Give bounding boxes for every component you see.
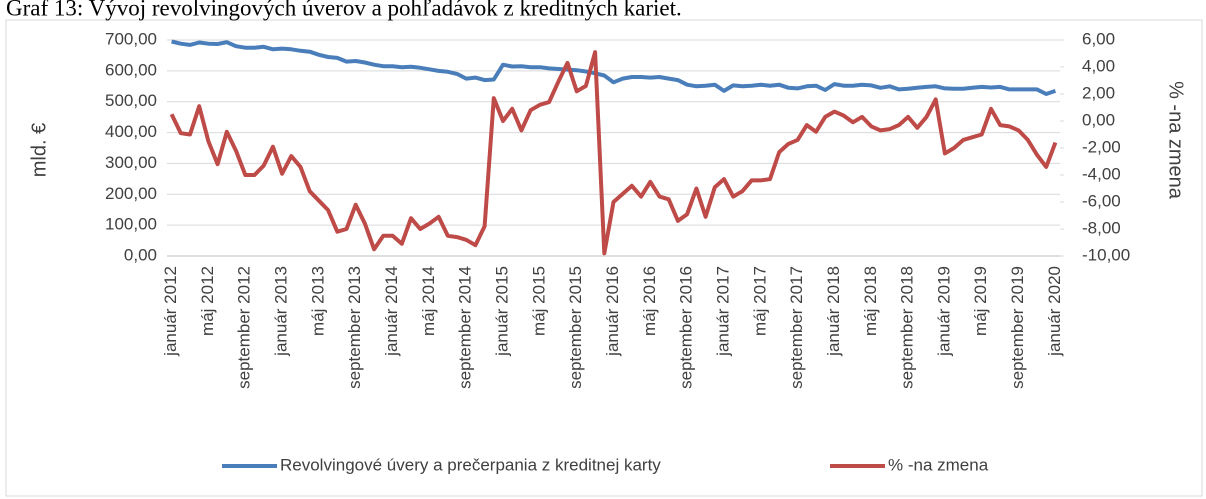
x-tick-label: máj 2012 (198, 266, 217, 336)
y-tick-label: 700,00 (105, 29, 157, 48)
x-tick-label: september 2012 (235, 266, 254, 389)
x-tick-label: január 2018 (824, 266, 843, 357)
y2-tick-label: -2,00 (1082, 137, 1121, 156)
y2-tick-label: -4,00 (1082, 164, 1121, 183)
legend-label: Revolvingové úvery a prečerpania z kredi… (280, 455, 661, 474)
x-tick-label: január 2017 (713, 266, 732, 357)
x-tick-label: január 2020 (1045, 266, 1064, 357)
x-tick-label: január 2019 (934, 266, 953, 357)
x-tick-label: január 2014 (382, 266, 401, 357)
x-tick-label: máj 2018 (861, 266, 880, 336)
y2-tick-label: -10,00 (1082, 245, 1130, 264)
x-tick-label: január 2016 (603, 266, 622, 357)
y2-tick-label: 4,00 (1082, 56, 1115, 75)
series-line (169, 50, 1058, 256)
x-tick-label: máj 2016 (640, 266, 659, 336)
x-tick-label: september 2013 (345, 266, 364, 389)
series-line (171, 39, 1057, 96)
y-tick-label: 500,00 (105, 91, 157, 110)
y-tick-label: 300,00 (105, 153, 157, 172)
y2-axis-label: % -na zmena (1165, 81, 1187, 200)
y2-tick-label: 0,00 (1082, 110, 1115, 129)
y-tick-label: 100,00 (105, 215, 157, 234)
x-tick-label: máj 2014 (419, 266, 438, 336)
y2-tick-label: 2,00 (1082, 83, 1115, 102)
x-tick-label: január 2013 (272, 266, 291, 357)
y2-tick-label: -6,00 (1082, 191, 1121, 210)
x-tick-label: september 2019 (1008, 266, 1027, 389)
x-tick-label: január 2015 (493, 266, 512, 357)
x-tick-label: september 2018 (898, 266, 917, 389)
x-tick-label: september 2016 (677, 266, 696, 389)
legend-label: % -na zmena (888, 455, 989, 474)
y-tick-label: 600,00 (105, 60, 157, 79)
chart-title: Graf 13: Vývoj revolvingových úverov a p… (6, 0, 682, 20)
x-tick-label: september 2014 (456, 266, 475, 389)
x-tick-label: máj 2015 (529, 266, 548, 336)
y2-tick-label: -8,00 (1082, 218, 1121, 237)
y2-tick-label: 6,00 (1082, 29, 1115, 48)
x-tick-label: január 2012 (161, 266, 180, 357)
x-tick-label: máj 2013 (308, 266, 327, 336)
y-tick-label: 200,00 (105, 184, 157, 203)
chart-border (5, 19, 1203, 497)
y-tick-label: 400,00 (105, 122, 157, 141)
x-tick-label: september 2017 (787, 266, 806, 389)
x-tick-label: máj 2017 (750, 266, 769, 336)
x-tick-label: máj 2019 (971, 266, 990, 336)
x-tick-label: september 2015 (566, 266, 585, 389)
y-tick-label: 0,00 (124, 245, 157, 264)
y-axis-label: mld. € (28, 123, 50, 177)
